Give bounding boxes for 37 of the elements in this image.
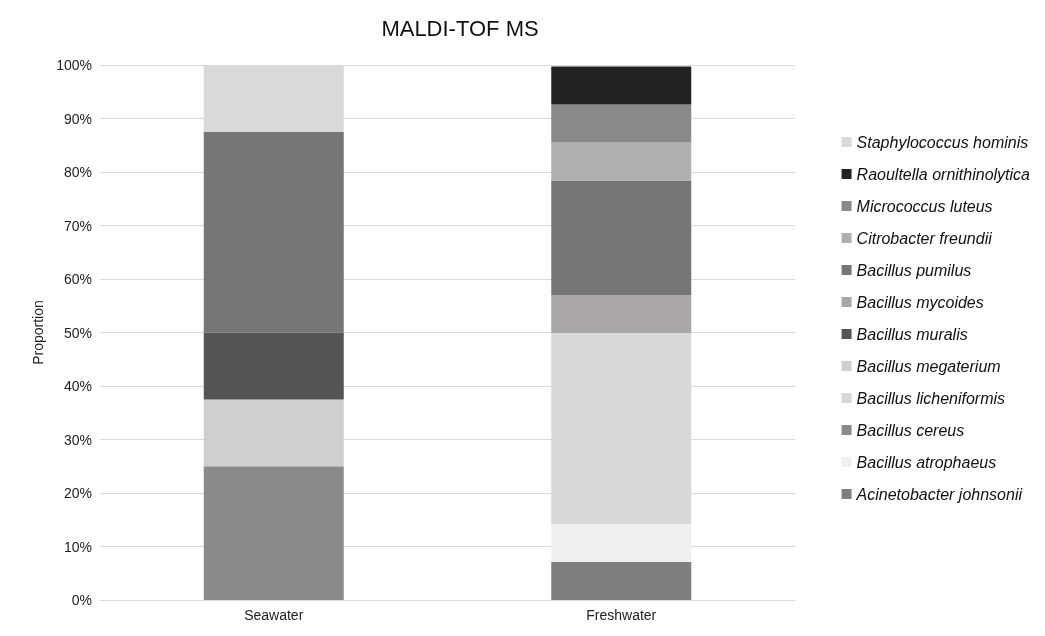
bar	[551, 180, 692, 296]
y-tick-label: 70%	[63, 217, 92, 234]
y-tick-label: 0%	[71, 592, 92, 608]
y-tick-label: 80%	[63, 164, 92, 180]
y-tick-label: 30%	[63, 431, 92, 448]
legend-label: Bacillus cereus	[856, 421, 965, 439]
bar	[551, 295, 692, 334]
legend-label: Bacillus muralis	[856, 325, 968, 343]
legend-label: Bacillus mycoides	[856, 293, 984, 311]
bar	[551, 142, 692, 181]
x-tick-label: Freshwater	[586, 607, 657, 623]
chart-title: MALDI-TOF MS	[381, 15, 539, 41]
bar	[203, 466, 344, 600]
y-axis-title: Proportion	[30, 300, 46, 365]
y-tick-label: 100%	[56, 57, 92, 73]
legend-label: Staphylococcus hominis	[856, 133, 1029, 151]
bar	[551, 562, 692, 600]
y-tick-label: 10%	[63, 538, 92, 555]
legend-label: Bacillus pumilus	[856, 261, 972, 279]
legend-label: Bacillus atrophaeus	[856, 453, 997, 471]
bar	[551, 104, 692, 143]
bar	[203, 131, 344, 333]
y-tick-label: 50%	[63, 324, 92, 341]
legend-label: Bacillus licheniformis	[856, 389, 1006, 407]
legend-label: Micrococcus luteus	[856, 197, 993, 215]
bar	[203, 332, 344, 400]
bar	[551, 66, 692, 105]
bar	[551, 524, 692, 563]
y-tick-label: 90%	[63, 110, 92, 127]
y-tick-label: 40%	[63, 378, 92, 394]
legend-label: Acinetobacter johnsonii	[855, 485, 1023, 503]
legend-label: Citrobacter freundii	[856, 229, 993, 247]
legend-label: Bacillus megaterium	[856, 357, 1001, 375]
x-tick-label: Seawater	[244, 607, 304, 623]
y-tick-label: 20%	[63, 485, 92, 501]
legend-label: Raoultella ornithinolytica	[856, 165, 1031, 183]
y-tick-label: 60%	[63, 271, 92, 287]
